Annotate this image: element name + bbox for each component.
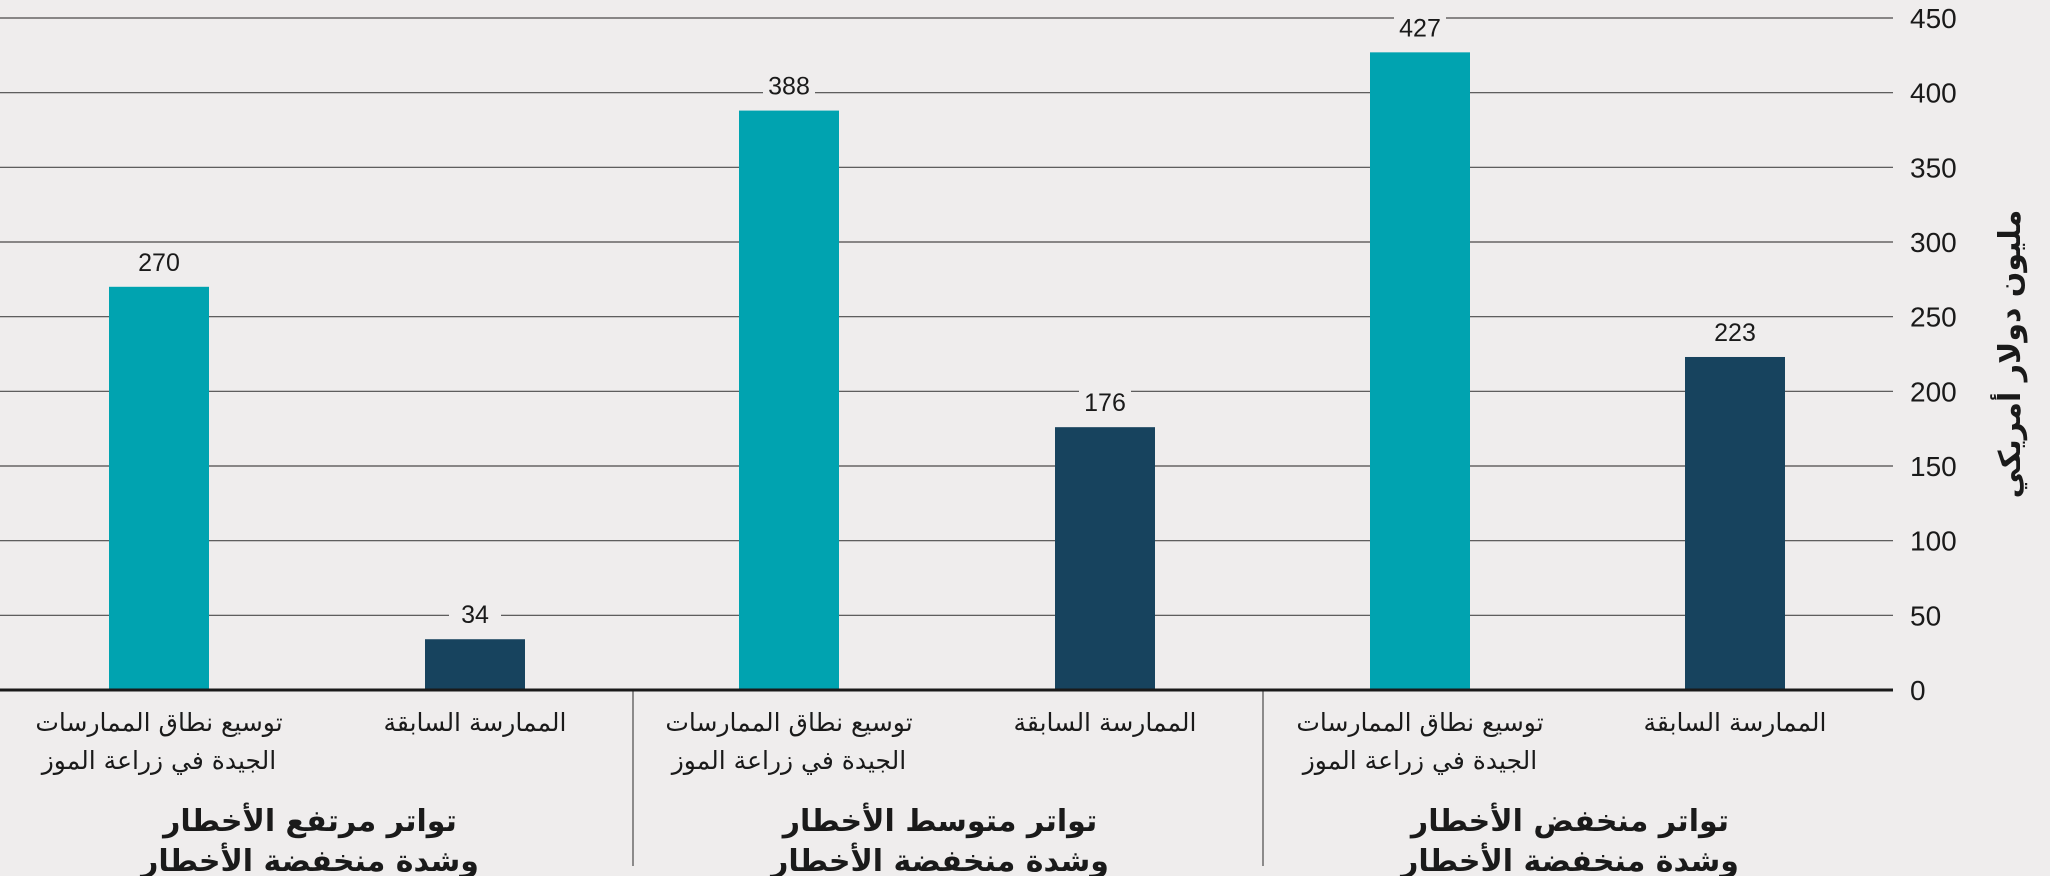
group-label: وشدة منخفضة الأخطار xyxy=(769,842,1109,876)
bar-value-label-bg xyxy=(449,601,501,632)
y-tick-label: 350 xyxy=(1910,152,1957,183)
y-tick-label: 200 xyxy=(1910,376,1957,407)
bar-value-label-bg xyxy=(1079,389,1131,420)
bar-value-label-bg xyxy=(133,248,185,279)
y-tick-label: 150 xyxy=(1910,451,1957,482)
group-label: تواتر متوسط الأخطار xyxy=(781,802,1097,839)
y-tick-label: 50 xyxy=(1910,600,1941,631)
group-label: وشدة منخفضة الأخطار xyxy=(1399,842,1739,876)
bar-value-label: 427 xyxy=(1399,14,1441,42)
bar xyxy=(1055,427,1155,690)
bar-value-label-bg xyxy=(1709,318,1761,349)
y-tick-label: 0 xyxy=(1910,675,1926,706)
bar-value-label-bg xyxy=(1394,14,1446,45)
group-label: تواتر مرتفع الأخطار xyxy=(161,802,457,839)
y-axis-title: مليون دولار أمريكي xyxy=(1990,210,2028,499)
y-tick-label: 100 xyxy=(1910,526,1957,557)
group-label: تواتر منخفض الأخطار xyxy=(1409,802,1729,839)
y-tick-label: 400 xyxy=(1910,78,1957,109)
bar-value-label: 176 xyxy=(1084,389,1126,417)
bar-value-label-bg xyxy=(763,72,815,103)
category-label: الجيدة في زراعة الموز xyxy=(40,746,277,775)
bar xyxy=(425,639,525,690)
bar-value-label: 223 xyxy=(1714,319,1756,347)
bar xyxy=(1685,356,1785,690)
y-tick-label: 300 xyxy=(1910,227,1957,258)
category-label: توسيع نطاق الممارسات xyxy=(1296,708,1543,738)
category-label: الجيدة في زراعة الموز xyxy=(670,746,907,775)
category-label: توسيع نطاق الممارسات xyxy=(665,708,912,738)
category-label: توسيع نطاق الممارسات xyxy=(35,708,282,738)
category-label: الممارسة السابقة xyxy=(1644,708,1827,737)
bar-value-label: 34 xyxy=(461,601,489,629)
category-label: الممارسة السابقة xyxy=(384,708,567,737)
bar-value-label: 270 xyxy=(138,249,180,277)
y-tick-label: 450 xyxy=(1910,3,1957,34)
category-label: الجيدة في زراعة الموز xyxy=(1301,746,1538,775)
bar xyxy=(109,286,209,690)
bar xyxy=(739,110,839,690)
category-label: الممارسة السابقة xyxy=(1014,708,1197,737)
bar-value-label: 388 xyxy=(768,73,810,101)
y-tick-label: 250 xyxy=(1910,302,1957,333)
bar xyxy=(1370,52,1470,690)
group-label: وشدة منخفضة الأخطار xyxy=(139,842,479,876)
